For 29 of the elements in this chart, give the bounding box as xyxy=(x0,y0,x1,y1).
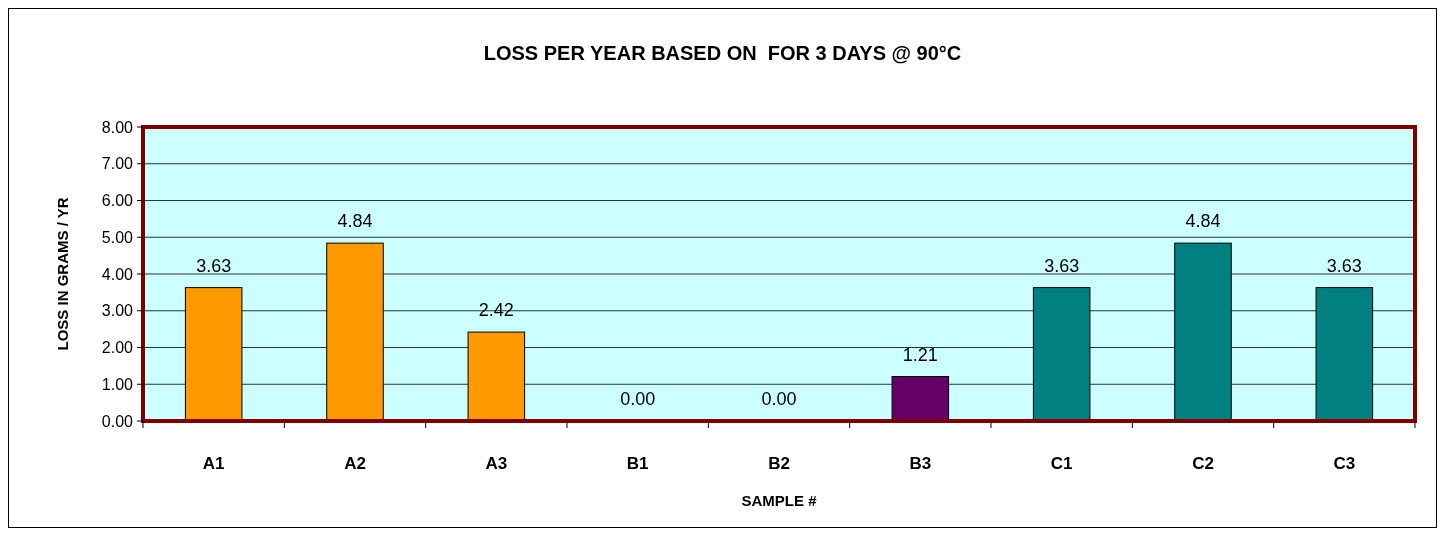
data-label: 3.63 xyxy=(196,255,232,276)
data-label: 0.00 xyxy=(620,389,656,409)
x-tick-label: C3 xyxy=(1333,454,1356,473)
data-label: 4.84 xyxy=(337,211,373,232)
y-tick-label: 8.00 xyxy=(101,118,134,136)
y-tick-label: 4.00 xyxy=(101,265,134,283)
x-tick-label: A2 xyxy=(344,454,366,473)
chart-title: LOSS PER YEAR BASED ON FOR 3 DAYS @ 90°C xyxy=(483,42,962,64)
data-label: 4.84 xyxy=(1185,211,1221,232)
y-tick-label: 2.00 xyxy=(101,339,134,357)
x-axis-title: SAMPLE # xyxy=(741,492,818,509)
data-label: 1.21 xyxy=(902,344,938,365)
y-tick-label: 3.00 xyxy=(101,302,134,320)
y-tick-label: 0.00 xyxy=(101,412,134,430)
y-tick-label: 6.00 xyxy=(101,192,134,210)
x-tick-label: B2 xyxy=(768,454,790,473)
x-tick-label: A3 xyxy=(485,454,508,473)
x-tick-label: C1 xyxy=(1050,454,1073,473)
y-axis-title: LOSS IN GRAMS / YR xyxy=(54,197,71,351)
y-tick-label: 7.00 xyxy=(101,155,134,173)
y-tick-label: 5.00 xyxy=(101,228,134,246)
x-tick-label: B1 xyxy=(626,454,649,473)
x-tick-label: A1 xyxy=(202,454,225,473)
data-label: 3.63 xyxy=(1326,255,1362,276)
data-label: 0.00 xyxy=(761,389,797,409)
y-tick-label: 1.00 xyxy=(101,375,134,393)
data-label: 3.63 xyxy=(1044,255,1080,276)
x-tick-label: B3 xyxy=(909,454,932,473)
x-tick-label: C2 xyxy=(1192,454,1214,473)
